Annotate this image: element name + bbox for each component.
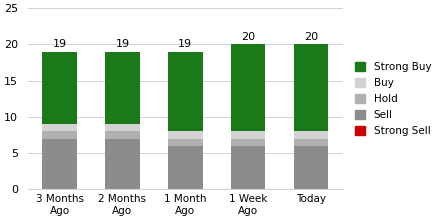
Bar (42, 52, 77, 124)
Text: 19: 19 (115, 39, 129, 50)
Bar (231, 139, 265, 146)
Bar (105, 52, 140, 124)
Bar (168, 131, 202, 139)
Bar (168, 139, 202, 146)
Text: 19: 19 (52, 39, 66, 50)
Bar (293, 131, 328, 139)
Bar (105, 124, 140, 131)
Legend: Strong Buy, Buy, Hold, Sell, Strong Sell: Strong Buy, Buy, Hold, Sell, Strong Sell (351, 58, 436, 140)
Bar (293, 139, 328, 146)
Bar (231, 146, 265, 189)
Bar (105, 131, 140, 139)
Bar (293, 146, 328, 189)
Bar (42, 131, 77, 139)
Bar (168, 146, 202, 189)
Text: 20: 20 (241, 32, 255, 42)
Text: 19: 19 (178, 39, 192, 50)
Bar (42, 124, 77, 131)
Bar (231, 131, 265, 139)
Text: 20: 20 (304, 32, 318, 42)
Bar (105, 139, 140, 189)
Bar (293, 44, 328, 131)
Bar (231, 44, 265, 131)
Bar (42, 139, 77, 189)
Bar (168, 52, 202, 131)
